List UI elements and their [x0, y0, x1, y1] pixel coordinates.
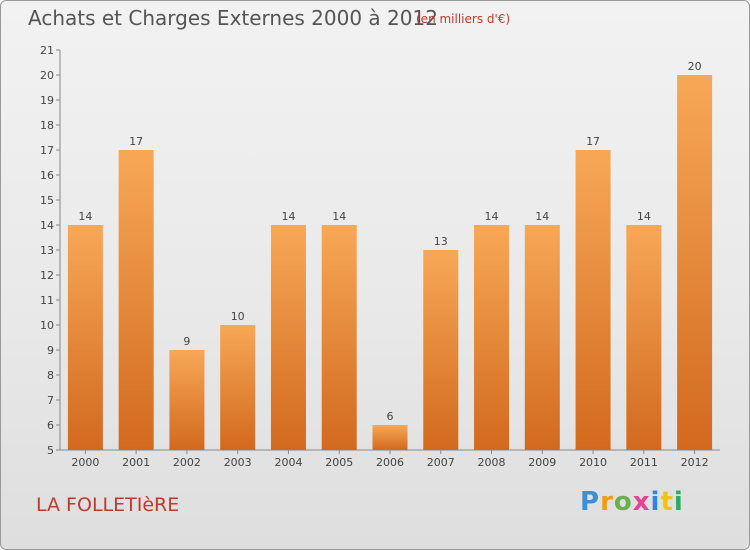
x-tick-label-2004: 2004 — [274, 456, 302, 469]
y-tick-label: 17 — [40, 144, 54, 157]
y-tick-label: 20 — [40, 69, 54, 82]
y-tick-label: 8 — [47, 369, 54, 382]
value-label-2007: 13 — [434, 235, 448, 248]
value-label-2006: 6 — [387, 410, 394, 423]
bar-2002 — [169, 350, 205, 450]
bar-2001 — [118, 150, 154, 450]
x-tick-label-2001: 2001 — [122, 456, 150, 469]
town-name: LA FOLLETIèRE — [36, 494, 180, 516]
x-tick-label-2007: 2007 — [427, 456, 455, 469]
value-label-2008: 14 — [485, 210, 499, 223]
x-tick-label-2009: 2009 — [528, 456, 556, 469]
x-tick-label-2008: 2008 — [478, 456, 506, 469]
bar-2000 — [67, 225, 103, 450]
x-tick-label-2010: 2010 — [579, 456, 607, 469]
bar-2009 — [524, 225, 560, 450]
bar-2007 — [423, 250, 459, 450]
value-label-2009: 14 — [535, 210, 549, 223]
value-label-2001: 17 — [129, 135, 143, 148]
value-label-2005: 14 — [332, 210, 346, 223]
x-tick-label-2003: 2003 — [224, 456, 252, 469]
y-tick-label: 11 — [40, 294, 54, 307]
y-tick-label: 12 — [40, 269, 54, 282]
y-tick-label: 5 — [47, 444, 54, 457]
y-tick-label: 16 — [40, 169, 54, 182]
chart-title: Achats et Charges Externes 2000 à 2012 — [28, 6, 438, 30]
bar-2003 — [220, 325, 256, 450]
y-tick-label: 13 — [40, 244, 54, 257]
y-tick-label: 10 — [40, 319, 54, 332]
value-label-2002: 9 — [183, 335, 190, 348]
y-tick-label: 6 — [47, 419, 54, 432]
y-tick-label: 18 — [40, 119, 54, 132]
bar-2006 — [372, 425, 408, 450]
bar-2004 — [270, 225, 306, 450]
x-tick-label-2012: 2012 — [681, 456, 709, 469]
chart-subtitle: (en milliers d'€) — [416, 12, 511, 26]
y-tick-label: 19 — [40, 94, 54, 107]
x-tick-label-2000: 2000 — [71, 456, 99, 469]
x-tick-label-2011: 2011 — [630, 456, 658, 469]
value-label-2010: 17 — [586, 135, 600, 148]
value-label-2004: 14 — [281, 210, 295, 223]
value-label-2000: 14 — [78, 210, 92, 223]
x-tick-label-2002: 2002 — [173, 456, 201, 469]
x-tick-label-2006: 2006 — [376, 456, 404, 469]
bar-2005 — [321, 225, 357, 450]
y-tick-label: 21 — [40, 44, 54, 57]
bar-2011 — [626, 225, 662, 450]
x-tick-label-2005: 2005 — [325, 456, 353, 469]
bar-2010 — [575, 150, 611, 450]
proxiti-logo: Proxiti — [580, 487, 684, 517]
y-tick-label: 9 — [47, 344, 54, 357]
bar-2008 — [474, 225, 510, 450]
value-label-2011: 14 — [637, 210, 651, 223]
y-tick-label: 15 — [40, 194, 54, 207]
bar-2012 — [677, 75, 713, 450]
y-tick-label: 7 — [47, 394, 54, 407]
value-label-2003: 10 — [231, 310, 245, 323]
y-tick-label: 14 — [40, 219, 54, 232]
value-label-2012: 20 — [688, 60, 702, 73]
